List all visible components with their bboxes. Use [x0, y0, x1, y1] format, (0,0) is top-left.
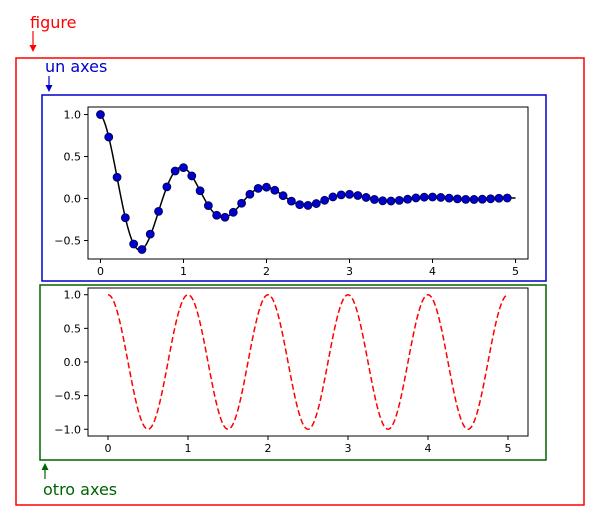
chart1-data-point — [145, 229, 155, 239]
chart-damped-oscillation: 0 1 2 3 4 5 −0.5 0.0 0.5 1.0 — [54, 106, 529, 278]
chart1-data-point — [486, 194, 496, 204]
axes1-label: un axes — [45, 57, 107, 76]
chart2-y-tick-label: 0.0 — [64, 356, 82, 369]
chart1-series-line — [99, 114, 516, 251]
chart2-plot-area — [87, 287, 529, 437]
chart1-data-point — [469, 195, 479, 204]
chart1-data-point — [120, 213, 130, 223]
chart1-data-point — [162, 182, 172, 192]
chart1-x-tick-label: 3 — [346, 265, 353, 278]
axes1-arrowhead — [45, 85, 53, 92]
figure-frame — [15, 57, 585, 506]
chart2-x-tick-label: 5 — [505, 442, 512, 455]
chart1-data-point — [228, 207, 238, 217]
chart1-y-tick-label: −0.5 — [54, 235, 81, 248]
chart1-plot-area — [87, 106, 529, 260]
chart1-data-point — [328, 192, 338, 202]
chart1-data-point — [96, 110, 105, 119]
figure-label: figure — [30, 13, 76, 32]
chart1-y-tick-label: 1.0 — [64, 109, 82, 122]
chart2-y-tick-label: 0.5 — [64, 322, 82, 335]
chart1-x-ticks: 0 1 2 3 4 5 — [97, 259, 519, 278]
figure-arrowhead — [29, 45, 37, 52]
chart1-data-point — [237, 198, 246, 208]
chart1-data-point — [477, 194, 487, 204]
chart2-x-ticks: 0 1 2 3 4 5 — [105, 436, 512, 455]
chart1-x-tick-label: 2 — [263, 265, 270, 278]
chart1-data-point — [278, 191, 288, 201]
chart2-series — [107, 293, 509, 431]
chart1-data-point — [403, 194, 413, 204]
chart1-data-point — [444, 193, 454, 203]
axes2-label: otro axes — [43, 480, 117, 499]
chart1-x-tick-label: 0 — [97, 265, 104, 278]
chart1-data-point — [195, 186, 205, 196]
chart1-data-point — [170, 166, 180, 176]
chart1-data-point — [336, 190, 346, 200]
chart1-data-point — [303, 201, 313, 210]
axes1-frame — [41, 94, 547, 282]
chart1-data-point — [129, 239, 139, 249]
chart1-data-point — [262, 182, 271, 192]
chart1-data-point — [494, 193, 504, 203]
chart1-data-point — [212, 210, 222, 220]
chart1-data-point — [453, 194, 462, 204]
chart1-data-point — [270, 185, 280, 195]
chart1-series — [96, 110, 516, 254]
chart1-x-tick-label: 5 — [512, 265, 519, 278]
chart1-data-point — [361, 193, 371, 202]
chart1-data-point — [253, 183, 263, 193]
chart1-data-point — [295, 200, 305, 210]
chart1-data-point — [345, 189, 354, 199]
chart1-data-point — [320, 195, 330, 205]
axes2-arrowhead — [41, 463, 49, 470]
chart1-x-tick-label: 1 — [180, 265, 187, 278]
chart1-data-point — [112, 172, 122, 182]
chart2-y-tick-label: 1.0 — [64, 289, 82, 302]
chart1-data-point — [286, 196, 296, 206]
chart2-series-line — [107, 293, 509, 431]
chart-cosine: 0 1 2 3 4 5 −1.0 −0.5 0.0 0.5 1.0 — [54, 287, 529, 455]
chart1-data-point — [370, 195, 379, 204]
chart1-data-point — [104, 132, 114, 142]
chart2-x-tick-label: 4 — [425, 442, 432, 455]
chart1-data-point — [137, 245, 147, 254]
chart2-y-tick-label: −1.0 — [54, 423, 81, 436]
chart1-data-point — [311, 199, 321, 208]
chart1-data-point — [436, 193, 446, 202]
chart2-y-tick-label: −0.5 — [54, 390, 81, 403]
chart1-data-point — [428, 192, 437, 202]
chart1-data-point — [154, 206, 163, 216]
axes2-frame — [39, 284, 547, 461]
chart1-data-point — [353, 191, 363, 200]
chart1-data-point — [378, 196, 388, 206]
chart1-data-point — [461, 194, 471, 204]
chart1-data-point — [386, 196, 396, 206]
chart1-data-point — [245, 189, 255, 199]
chart2-x-tick-label: 2 — [265, 442, 272, 455]
chart1-data-point — [419, 192, 429, 202]
chart1-data-point — [411, 193, 421, 203]
chart2-x-tick-label: 3 — [345, 442, 352, 455]
chart2-x-tick-label: 0 — [105, 442, 112, 455]
chart1-x-tick-label: 4 — [429, 265, 436, 278]
chart2-x-tick-label: 1 — [185, 442, 192, 455]
chart1-y-tick-label: 0.5 — [64, 151, 82, 164]
chart1-data-point — [203, 201, 213, 210]
chart1-data-point — [187, 171, 197, 181]
chart1-y-tick-label: 0.0 — [64, 193, 82, 206]
chart1-y-ticks: −0.5 0.0 0.5 1.0 — [54, 109, 88, 248]
chart1-data-point — [179, 163, 188, 173]
chart2-y-ticks: −1.0 −0.5 0.0 0.5 1.0 — [54, 289, 88, 436]
chart1-data-point — [394, 195, 404, 205]
chart1-data-point — [502, 193, 512, 203]
chart1-data-point — [220, 212, 230, 222]
